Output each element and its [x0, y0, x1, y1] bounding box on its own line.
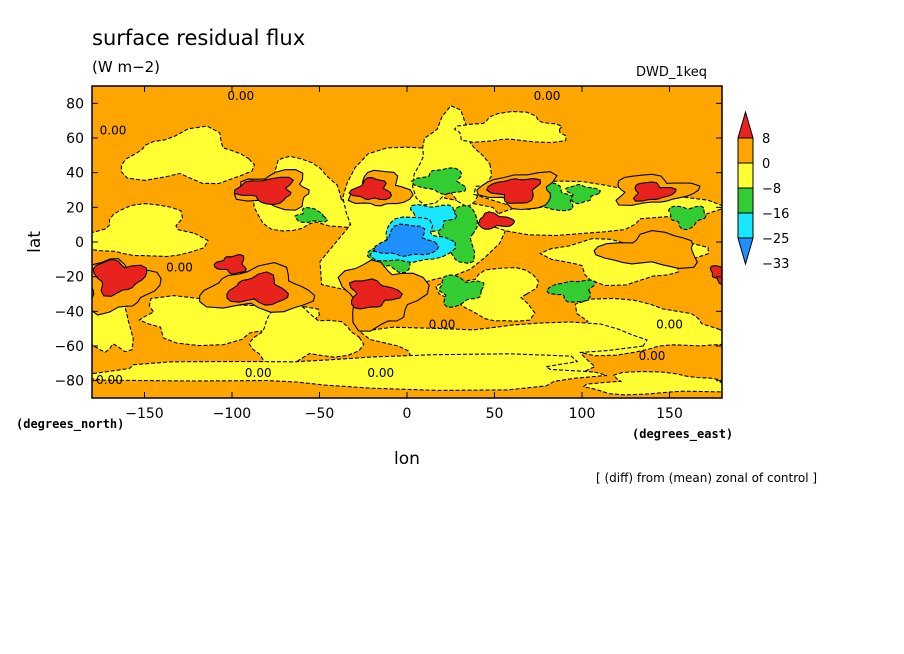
chart-title: surface residual flux [92, 26, 306, 50]
contour-label: 0.00 [429, 318, 456, 332]
colorbar-label: 0 [762, 157, 770, 172]
x-axis-units: (degrees_east) [632, 427, 733, 442]
y-tick-label: −80 [54, 374, 84, 390]
contour-label: 0.00 [639, 349, 666, 363]
contour-region [410, 203, 458, 232]
contour-region [453, 110, 567, 144]
x-tick-label: 100 [569, 406, 596, 422]
colorbar-label: −16 [762, 207, 789, 222]
contour-label: 0.00 [166, 260, 193, 274]
x-tick-label: 50 [486, 406, 504, 422]
axis-ticks: −150 −100 −50 0 50 100 150 80 60 40 20 0 −20 −40 −60 −8… [54, 86, 722, 422]
contour-region [477, 211, 516, 230]
contour-region [92, 203, 209, 258]
colorbar-swatch [737, 212, 754, 239]
y-tick-label: −40 [54, 304, 84, 320]
contour-region [668, 205, 707, 231]
contour-region [632, 181, 677, 202]
colorbar-label: −25 [762, 232, 789, 247]
contour-region [545, 279, 597, 303]
colorbar-arrow-top [737, 110, 754, 139]
contour-label: 0.00 [656, 318, 683, 332]
contour-region [226, 271, 289, 306]
contour-region [374, 223, 440, 257]
x-tick-label: 0 [403, 406, 412, 422]
colorbar-swatch [737, 137, 754, 164]
y-tick-label: −20 [54, 270, 84, 286]
contour-plot: 0.00 0.00 0.00 0.00 0.00 0.00 0.00 0.00 0.00 0.00 [92, 86, 722, 398]
contour-region [213, 253, 247, 275]
colorbar-label: −8 [762, 182, 781, 197]
y-tick-label: 40 [66, 166, 84, 182]
contour-region [248, 302, 365, 369]
contour-region [120, 125, 256, 185]
contour-label: 0.00 [245, 366, 272, 380]
contour-region [294, 206, 329, 223]
contour-region [565, 183, 602, 205]
x-axis-title: lon [394, 449, 420, 469]
y-axis-units: (degrees_north) [16, 417, 124, 432]
colorbar-label: −33 [762, 257, 789, 272]
y-tick-label: 80 [66, 96, 84, 112]
contour-label: 0.00 [227, 89, 254, 103]
contour-region [582, 370, 722, 396]
y-tick-label: 20 [66, 200, 84, 216]
x-tick-label: −150 [125, 406, 163, 422]
y-tick-label: −60 [54, 339, 84, 355]
x-tick-label: −50 [305, 406, 335, 422]
y-axis-title: lat [25, 231, 45, 253]
colorbar-swatch [737, 162, 754, 189]
contour-label: 0.00 [96, 373, 123, 387]
units-label: (W m−2) [92, 58, 161, 76]
contour-label: 0.00 [100, 124, 127, 138]
contour-region [348, 278, 403, 310]
contour-region [410, 167, 467, 195]
contour-label: 0.00 [367, 366, 394, 380]
contour-region [233, 176, 295, 205]
footnote: [ (diff) from (mean) zonal of control ] [596, 471, 818, 485]
x-tick-label: 150 [656, 406, 683, 422]
colorbar-label: 8 [762, 132, 770, 147]
x-tick-label: −100 [213, 406, 251, 422]
contour-region [593, 230, 699, 269]
contour-region [438, 274, 485, 308]
contour-region [348, 177, 393, 201]
colorbar: 8 0 −8 −16 −25 −33 [737, 110, 789, 272]
contour-label: 0.00 [534, 89, 561, 103]
contour-region [486, 178, 542, 204]
contour-region [92, 353, 608, 391]
colorbar-swatch [737, 187, 754, 214]
colorbar-arrow-bottom [737, 237, 754, 266]
contour-region [709, 265, 722, 286]
y-tick-label: 0 [75, 235, 84, 251]
model-name: DWD_1keq [636, 65, 707, 80]
y-tick-label: 60 [66, 131, 84, 147]
